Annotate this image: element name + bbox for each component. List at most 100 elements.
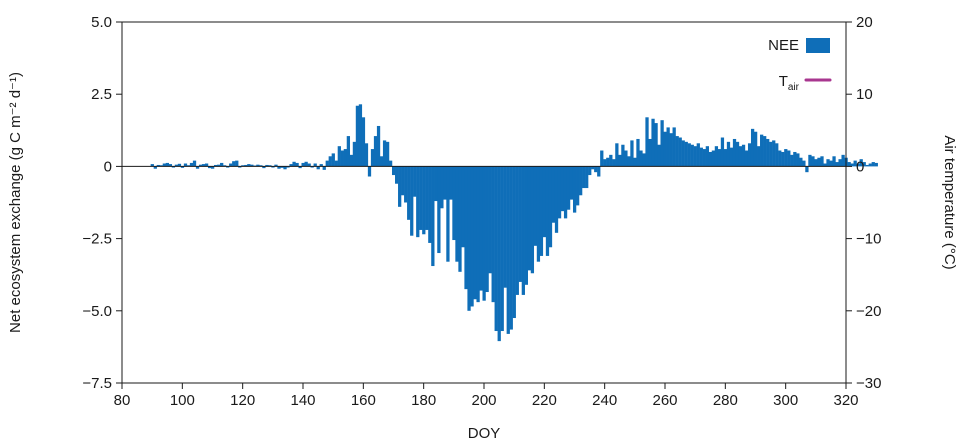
nee-bar	[388, 160, 393, 167]
nee-bar	[684, 141, 688, 167]
nee-bar	[738, 146, 743, 167]
nee-bar	[515, 166, 519, 295]
nee-bar	[521, 166, 525, 295]
nee-bar	[572, 166, 577, 213]
x-tick-label: 120	[230, 392, 255, 409]
nee-bar	[440, 166, 444, 209]
nee-bar	[542, 166, 547, 238]
nee-bar	[268, 165, 272, 167]
nee-bar	[180, 166, 185, 168]
legend-label-nee: NEE	[768, 37, 799, 54]
nee-bar	[271, 166, 275, 168]
x-tick-label: 160	[351, 392, 376, 409]
nee-bar	[455, 166, 459, 262]
nee-bar	[566, 166, 571, 210]
nee-bar	[452, 166, 456, 241]
nee-bar	[563, 166, 568, 219]
x-tick-label: 200	[471, 392, 496, 409]
nee-bar	[382, 140, 387, 167]
nee-bar	[488, 166, 492, 274]
nee-bar	[717, 149, 722, 167]
nee-bar	[165, 162, 170, 167]
nee-bar	[874, 162, 878, 167]
nee-bar	[395, 166, 399, 184]
nee-bar	[548, 166, 553, 248]
x-tick-label: 260	[652, 392, 677, 409]
nee-bar	[232, 161, 236, 167]
nee-bar	[784, 149, 788, 167]
nee-bar	[757, 146, 761, 167]
x-tick-label: 80	[114, 392, 131, 409]
nee-bar	[295, 162, 299, 167]
nee-bar	[651, 118, 655, 167]
nee-bar	[313, 163, 317, 167]
nee-bar	[274, 164, 278, 167]
nee-bar	[630, 140, 634, 167]
nee-bar	[814, 159, 818, 167]
nee-bar	[720, 137, 725, 167]
nee-bar	[527, 166, 532, 271]
nee-bar	[361, 117, 366, 167]
nee-bar	[787, 150, 791, 167]
nee-bar	[687, 143, 691, 167]
nee-bar	[298, 166, 302, 169]
nee-bar	[769, 141, 773, 167]
nee-bar	[340, 150, 344, 167]
nee-bar	[307, 163, 311, 167]
nee-bar	[373, 136, 378, 167]
nee-bar	[690, 144, 694, 167]
legend: NEE Tair	[768, 37, 832, 93]
nee-bar	[702, 149, 706, 167]
nee-bar	[385, 141, 390, 167]
nee-bar	[820, 156, 824, 167]
nee-bar	[624, 150, 628, 167]
nee-bar	[693, 146, 697, 167]
nee-bar	[518, 166, 522, 282]
nee-bar	[802, 160, 806, 167]
nee-bar	[319, 164, 323, 167]
nee-bar	[223, 165, 227, 167]
nee-bar	[331, 153, 335, 167]
nee-bar	[618, 154, 622, 167]
nee-bar	[594, 166, 598, 173]
nee-bar	[811, 156, 815, 167]
legend-swatch-nee	[806, 38, 830, 53]
nee-bar	[398, 166, 402, 207]
y-axis-right: 20 10 0 −10 −20 −30	[846, 14, 881, 392]
nee-bar	[283, 166, 287, 170]
nee-bar	[775, 143, 779, 167]
nee-bar	[832, 156, 836, 167]
nee-bar	[379, 156, 384, 167]
nee-bar	[799, 157, 803, 167]
nee-bar	[823, 163, 827, 167]
nee-bar	[494, 166, 498, 332]
nee-bar	[503, 166, 507, 288]
nee-bar	[431, 166, 435, 267]
nee-bar	[793, 151, 797, 167]
nee-bar	[247, 164, 251, 167]
legend-label-tair: Tair	[779, 73, 800, 93]
nee-bar	[428, 166, 432, 243]
x-tick-label: 320	[833, 392, 858, 409]
nee-bar	[364, 143, 369, 167]
nee-bar	[723, 149, 728, 167]
nee-bar	[376, 125, 381, 167]
nee-bar	[461, 166, 465, 248]
y-tick-label: 2.5	[91, 86, 112, 103]
y-axis-left: 5.0 2.5 0 −2.5 −5.0 −7.5	[82, 14, 122, 392]
nee-bar	[186, 165, 191, 167]
nee-bar	[467, 166, 471, 311]
nee-bar	[536, 166, 541, 262]
nee-bar	[491, 166, 495, 303]
nee-bar	[262, 166, 266, 169]
nee-bar	[856, 163, 860, 167]
x-tick-label: 240	[592, 392, 617, 409]
nee-bar	[226, 166, 230, 168]
nee-bar	[615, 143, 619, 167]
nee-bar	[310, 166, 314, 168]
nee-bar	[207, 166, 212, 169]
nee-bar	[524, 166, 528, 285]
nee-bar	[464, 166, 468, 290]
nee-bar	[328, 156, 332, 167]
